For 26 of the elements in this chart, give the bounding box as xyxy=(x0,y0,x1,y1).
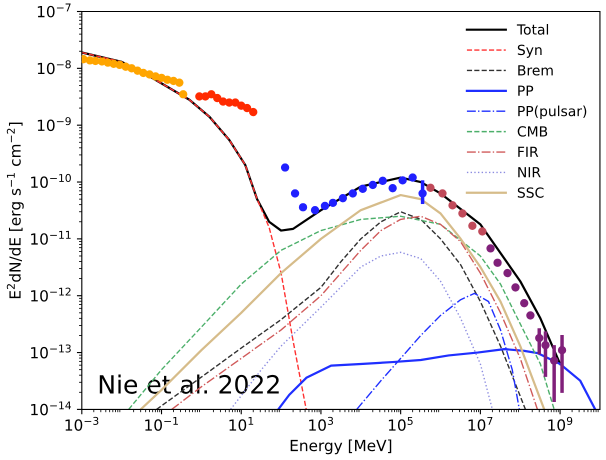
y-tick-label: 10$^{−9}$ xyxy=(38,117,71,132)
x-tick-label: 10$^{5}$ xyxy=(388,416,413,431)
y-tick-label: 10$^{−11}$ xyxy=(31,230,71,245)
y-axis-title: E$^{2}$dN/dE [erg s$^{−1}$ cm$^{−2}$] xyxy=(6,122,24,298)
legend-label: NIR xyxy=(518,167,541,178)
x-axis-title: Energy [MeV] xyxy=(290,439,392,454)
y-tick-label: 10$^{−13}$ xyxy=(31,344,71,358)
x-tick-label: 10$^{3}$ xyxy=(309,416,334,431)
y-tick-label: 10$^{−12}$ xyxy=(31,288,71,302)
x-tick-label: 10$^{−1}$ xyxy=(145,416,178,431)
x-tick-label: 10$^{1}$ xyxy=(229,416,254,431)
legend-label: CMB xyxy=(518,126,548,137)
legend-label: PP xyxy=(518,86,534,96)
legend-label: Total xyxy=(516,24,548,35)
legend-label: Syn xyxy=(518,44,542,58)
x-tick-label: 10$^{7}$ xyxy=(468,416,492,431)
y-tick-label: 10$^{−8}$ xyxy=(38,60,71,74)
legend-label: PP(pulsar) xyxy=(518,106,586,119)
legend-label: Brem xyxy=(518,65,553,76)
legend-label: FIR xyxy=(518,146,538,157)
y-tick-label: 10$^{−7}$ xyxy=(38,4,71,18)
legend-label: SSC xyxy=(518,187,544,198)
y-tick-label: 10$^{−10}$ xyxy=(31,174,71,188)
x-tick-label: 10$^{9}$ xyxy=(548,416,572,431)
x-tick-label: 10$^{−3}$ xyxy=(66,416,98,431)
y-tick-label: 10$^{−14}$ xyxy=(31,401,72,416)
